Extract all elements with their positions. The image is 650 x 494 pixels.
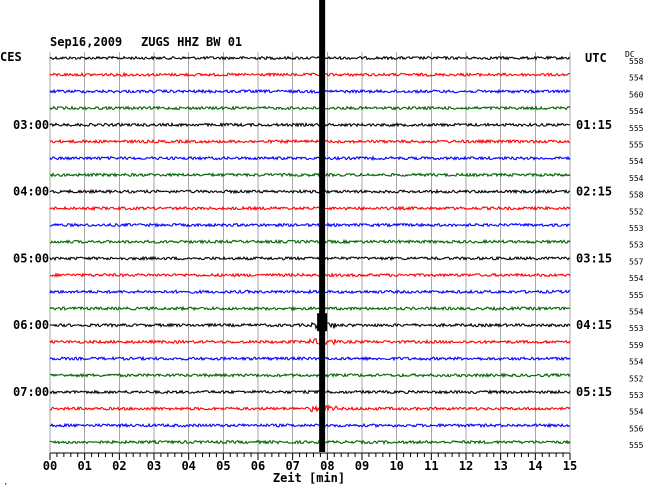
left-time-label: 03:00 (13, 118, 49, 132)
x-tick-label: 01 (77, 459, 91, 473)
corner-mark: · (3, 480, 8, 490)
right-time-label: 03:15 (576, 251, 612, 265)
trace-row-19 (49, 355, 571, 362)
dc-value: 560 (629, 90, 644, 99)
dc-label: DC (625, 50, 635, 59)
x-tick-label: 14 (528, 459, 542, 473)
x-tick-label: 02 (112, 459, 126, 473)
x-tick-label: 06 (251, 459, 265, 473)
left-time-label: 04:00 (13, 185, 49, 199)
dc-value: 557 (629, 257, 644, 266)
trace-row-12 (49, 238, 571, 245)
trace-row-13 (49, 255, 571, 262)
x-tick-label: 04 (181, 459, 195, 473)
left-time-label: 05:00 (13, 251, 49, 265)
right-time-label: 05:15 (576, 385, 612, 399)
trace-row-23 (49, 422, 571, 429)
x-tick-label: 15 (563, 459, 577, 473)
dc-value: 554 (629, 358, 644, 367)
trace-row-2 (49, 71, 571, 78)
trace-row-1 (49, 55, 571, 61)
x-axis-label: Zeit [min] (273, 471, 345, 485)
trace-row-14 (49, 272, 571, 278)
trace-row-16 (49, 305, 571, 312)
dc-value: 556 (629, 424, 644, 433)
right-time-label: 01:15 (576, 118, 612, 132)
trace-row-11 (49, 222, 571, 228)
x-tick-label: 10 (389, 459, 403, 473)
dc-value: 558 (629, 57, 644, 66)
header-date: Sep16,2009 (50, 35, 122, 49)
dc-value: 559 (629, 341, 644, 350)
dc-value: 553 (629, 224, 644, 233)
dc-value: 554 (629, 74, 644, 83)
dc-value: 553 (629, 324, 644, 333)
trace-row-6 (49, 138, 571, 145)
x-tick-label: 09 (355, 459, 369, 473)
x-tick-label: 11 (424, 459, 438, 473)
trace-row-5 (49, 122, 571, 128)
time-marker (317, 0, 328, 452)
x-tick-label: 00 (43, 459, 57, 473)
x-tick-label: 12 (459, 459, 473, 473)
dc-value: 555 (629, 291, 644, 300)
dc-value: 554 (629, 308, 644, 317)
dc-value: 554 (629, 107, 644, 116)
trace-row-24 (49, 439, 571, 445)
dc-value: 554 (629, 174, 644, 183)
trace-row-8 (49, 172, 571, 178)
right-time-label: 04:15 (576, 318, 612, 332)
dc-value: 552 (629, 374, 644, 383)
header-station: ZUGS HHZ BW 01 (141, 35, 242, 49)
dc-value: 554 (629, 408, 644, 417)
dc-value: 553 (629, 241, 644, 250)
dc-value: 552 (629, 207, 644, 216)
dc-value: 553 (629, 391, 644, 400)
x-tick-label: 08 (320, 459, 334, 473)
left-timezone-label: CES (0, 50, 22, 64)
dc-value: 555 (629, 441, 644, 450)
dc-value: 554 (629, 157, 644, 166)
x-tick-label: 13 (493, 459, 507, 473)
trace-row-18 (49, 337, 571, 346)
dc-value: 555 (629, 141, 644, 150)
trace-row-9 (49, 188, 571, 195)
x-tick-label: 05 (216, 459, 230, 473)
x-axis: 00 01 02 03 04 05 06 07 08 09 10 11 12 13 14 15 (43, 452, 577, 473)
trace-row-20 (49, 372, 571, 379)
dc-value: 555 (629, 124, 644, 133)
trace-row-4 (49, 105, 571, 111)
trace-row-7 (49, 155, 571, 161)
left-time-label: 07:00 (13, 385, 49, 399)
right-timezone-label: UTC (585, 51, 607, 65)
x-tick-label: 07 (285, 459, 299, 473)
trace-row-10 (49, 205, 571, 212)
dc-value: 554 (629, 274, 644, 283)
trace-row-22 (49, 404, 571, 413)
right-time-label: 02:15 (576, 185, 612, 199)
left-time-label: 06:00 (13, 318, 49, 332)
trace-row-15 (49, 288, 571, 295)
x-tick-label: 03 (147, 459, 161, 473)
seismogram-traces (49, 55, 571, 445)
labels: 03:00 04:00 05:00 06:00 07:00 01:15 02:15 03:15… (13, 57, 644, 450)
trace-row-17 (49, 321, 571, 331)
event-marker-spike (317, 313, 328, 332)
dc-value: 558 (629, 191, 644, 200)
trace-row-3 (49, 88, 571, 95)
trace-row-21 (49, 389, 571, 395)
grid (49, 52, 571, 452)
